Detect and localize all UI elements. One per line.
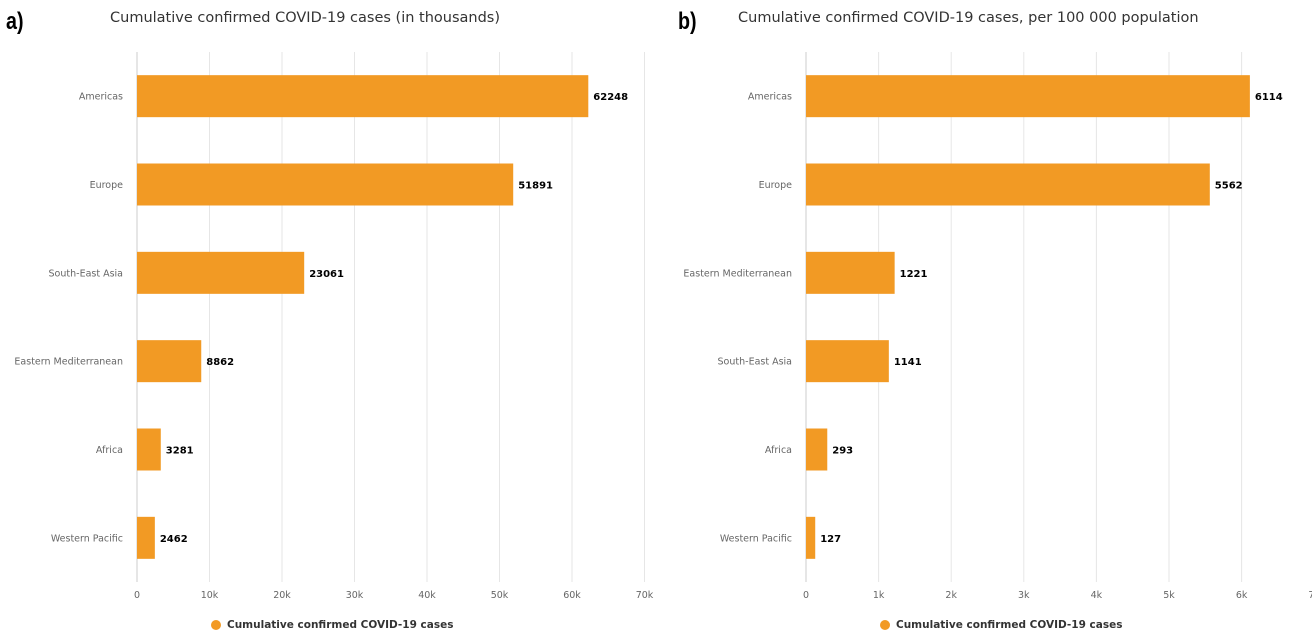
bar xyxy=(806,75,1250,118)
bar xyxy=(137,75,589,118)
bar-chart-b: 0 1k 2k 3k 4k 5k 6k 7k Americas 6114 Europe 5562 Eas… xyxy=(683,52,1312,601)
data-label: 1141 xyxy=(894,357,922,368)
bar xyxy=(137,163,514,206)
category-label: Africa xyxy=(96,445,123,456)
data-label: 3281 xyxy=(166,446,194,457)
chart-panel-a: a) Cumulative confirmed COVID-19 cases (… xyxy=(6,8,654,631)
data-label: 1221 xyxy=(900,269,928,280)
x-tick-label: 40k xyxy=(418,590,436,601)
x-tick-label: 0 xyxy=(803,590,809,601)
data-label: 8862 xyxy=(206,357,234,368)
bar xyxy=(137,251,305,294)
panel-letter: b) xyxy=(678,8,697,35)
bar xyxy=(806,251,895,294)
data-label: 6114 xyxy=(1255,92,1283,103)
category-label: Europe xyxy=(759,180,793,191)
category-label: Americas xyxy=(748,92,792,103)
legend-label: Cumulative confirmed COVID-19 cases xyxy=(227,619,454,631)
x-tick-label: 3k xyxy=(1018,590,1030,601)
bar xyxy=(806,428,828,471)
legend[interactable]: Cumulative confirmed COVID-19 cases xyxy=(211,619,453,631)
x-tick-label: 60k xyxy=(563,590,581,601)
x-tick-label: 30k xyxy=(346,590,364,601)
category-label: South-East Asia xyxy=(49,268,123,279)
category-label: Western Pacific xyxy=(720,533,792,544)
legend-label: Cumulative confirmed COVID-19 cases xyxy=(896,619,1123,631)
legend[interactable]: Cumulative confirmed COVID-19 cases xyxy=(880,619,1122,631)
data-label: 127 xyxy=(820,534,841,545)
category-label: Western Pacific xyxy=(51,533,123,544)
x-tick-label: 7k xyxy=(1308,590,1312,601)
category-label: Eastern Mediterranean xyxy=(14,357,123,368)
data-label: 62248 xyxy=(593,92,628,103)
bar xyxy=(137,428,161,471)
x-tick-label: 2k xyxy=(945,590,957,601)
chart-title: Cumulative confirmed COVID-19 cases, per… xyxy=(738,10,1199,26)
bar xyxy=(137,516,155,559)
data-label: 293 xyxy=(832,446,853,457)
panel-letter: a) xyxy=(6,8,24,35)
category-label: Europe xyxy=(90,180,124,191)
bar-chart-a: 0 10k 20k 30k 40k 50k 60k 70k Americas 62248 Europ… xyxy=(14,52,654,601)
data-label: 51891 xyxy=(518,181,553,192)
category-label: Africa xyxy=(765,445,792,456)
x-tick-label: 70k xyxy=(636,590,654,601)
x-tick-label: 10k xyxy=(201,590,219,601)
category-label: South-East Asia xyxy=(718,357,792,368)
data-label: 5562 xyxy=(1215,181,1243,192)
x-tick-label: 0 xyxy=(134,590,140,601)
legend-marker xyxy=(880,620,890,630)
x-tick-label: 50k xyxy=(491,590,509,601)
x-tick-label: 20k xyxy=(273,590,291,601)
x-tick-label: 1k xyxy=(873,590,885,601)
category-label: Eastern Mediterranean xyxy=(683,268,792,279)
bar xyxy=(806,516,816,559)
data-label: 2462 xyxy=(160,534,188,545)
bar xyxy=(806,340,889,383)
bar xyxy=(806,163,1210,206)
chart-title: Cumulative confirmed COVID-19 cases (in … xyxy=(110,10,500,26)
bar xyxy=(137,340,202,383)
data-label: 23061 xyxy=(309,269,344,280)
x-tick-label: 4k xyxy=(1091,590,1103,601)
x-tick-label: 6k xyxy=(1236,590,1248,601)
legend-marker xyxy=(211,620,221,630)
chart-panel-b: b) Cumulative confirmed COVID-19 cases, … xyxy=(656,0,1312,633)
category-label: Americas xyxy=(79,92,123,103)
x-tick-label: 5k xyxy=(1163,590,1175,601)
